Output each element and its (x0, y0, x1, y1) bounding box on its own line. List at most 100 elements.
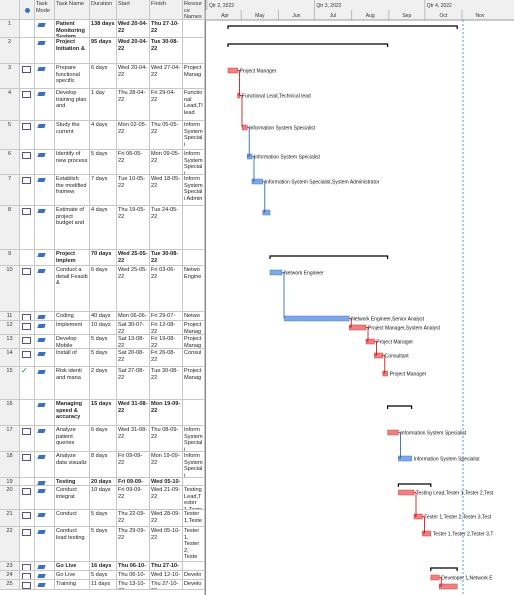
duration: 6 days (90, 64, 117, 89)
row-id: 20 (0, 486, 20, 510)
task-mode (35, 510, 55, 527)
task-mode (35, 38, 55, 64)
timescale-bg (205, 0, 514, 20)
indicator (20, 312, 35, 321)
dependency (252, 156, 255, 182)
indicator (20, 64, 35, 89)
finish: Fri 26-08-22 (150, 349, 183, 367)
row-id: 22 (0, 527, 20, 562)
resources (183, 478, 205, 486)
task-name: Develop training plan and (55, 89, 90, 121)
start: Thu 22-09-22 (117, 510, 150, 527)
month-label: Jun (292, 13, 300, 19)
dependency (422, 516, 425, 534)
quarter-label: Qtr 2, 2022 (209, 3, 234, 9)
task-name: Conduct integrat (55, 486, 90, 510)
task-name: Risk identi and mana (55, 367, 90, 400)
task-bar (284, 315, 350, 322)
duration: 11 days (90, 580, 117, 590)
start: Mon 02-05-22 (117, 121, 150, 150)
bar-label: Information System Specialist (414, 457, 480, 463)
finish: Tue 30-08-22 (150, 367, 183, 400)
task-mode (35, 20, 55, 38)
finish: Fri 19-08-22 (150, 335, 183, 349)
start: Thu 06-10-22 (117, 562, 150, 571)
row-id: 1 (0, 20, 20, 38)
task-mode (35, 426, 55, 452)
resources: Develo (183, 580, 205, 590)
start: Thu 29-09-22 (117, 527, 150, 562)
row-id: 11 (0, 312, 20, 321)
task-name: Estimate of project budget and (55, 206, 90, 250)
finish: Fri 12-08-22 (150, 321, 183, 335)
task-mode (35, 312, 55, 321)
column-header (0, 0, 20, 20)
dependency (366, 327, 369, 342)
indicator (20, 150, 35, 175)
resources (183, 400, 205, 426)
start: Sat 13-08-22 (117, 335, 150, 349)
month-label: Sep (402, 13, 411, 19)
duration: 1 day (90, 89, 117, 121)
indicator (20, 266, 35, 312)
finish: Wed 21-09-22 (150, 486, 183, 510)
duration: 4 days (90, 121, 117, 150)
finish: Wed 28-09-22 (150, 510, 183, 527)
task-name: Training (55, 580, 90, 590)
start: Wed 20-04-22 (117, 20, 150, 38)
column-header: Task Name (55, 0, 90, 20)
row-id: 8 (0, 206, 20, 250)
task-mode (35, 64, 55, 89)
bar-label: Testing Lead,Tester 1,Tester 2,Test (416, 491, 494, 497)
duration: 40 days (90, 312, 117, 321)
row-id: 18 (0, 452, 20, 478)
task-bar (413, 513, 423, 520)
task-name: Go Live (55, 562, 90, 571)
dependency (282, 272, 285, 319)
row-id: 12 (0, 321, 20, 335)
duration: 7 days (90, 175, 117, 206)
start: Thu 19-05-22 (117, 206, 150, 250)
indicator (20, 426, 35, 452)
task-name: Prepare functional specific (55, 64, 90, 89)
finish: Thu 08-09-22 (150, 426, 183, 452)
finish: Tue 30-08-22 (150, 38, 183, 64)
indicator (20, 321, 35, 335)
indicator (20, 335, 35, 349)
task-bar (422, 530, 432, 537)
row-id: 7 (0, 175, 20, 206)
task-bar (348, 324, 367, 331)
dependency (237, 70, 240, 96)
month-label: May (255, 13, 265, 19)
resources: Tester 1,Teste (183, 510, 205, 527)
start: Wed 20-04-22 (117, 38, 150, 64)
duration: 8 days (90, 452, 117, 478)
task-bar (382, 370, 388, 377)
task-mode (35, 175, 55, 206)
row-id: 5 (0, 121, 20, 150)
resources: Inform System Speciali (183, 452, 205, 478)
task-name: Identify of new process (55, 150, 90, 175)
task-name: Develop Mobile (55, 335, 90, 349)
row-id: 10 (0, 266, 20, 312)
bar-label: Information System Specialist (254, 155, 320, 161)
resources: Project Manag (183, 367, 205, 400)
duration: 5 days (90, 527, 117, 562)
indicator (20, 510, 35, 527)
start: Wed 31-08-22 (117, 400, 150, 426)
bar-label: Project Manager,System Analyst (368, 326, 441, 332)
task-mode (35, 562, 55, 571)
bar-label: Tester 1,Tester 2,Tester 3,Test (424, 515, 491, 521)
quarter-label: Qtr 4, 2022 (427, 3, 452, 9)
start: Thu 06-10-22 (117, 571, 150, 580)
indicator (20, 20, 35, 38)
row-id: 23 (0, 562, 20, 571)
resources (183, 20, 205, 38)
task-mode (35, 452, 55, 478)
row-id: 21 (0, 510, 20, 527)
finish: Thu 05-05-22 (150, 121, 183, 150)
resources: Testing Lead,Tester 1,Teste (183, 486, 205, 510)
indicator (20, 452, 35, 478)
column-header: Resource Names (183, 0, 205, 20)
task-mode (35, 206, 55, 250)
